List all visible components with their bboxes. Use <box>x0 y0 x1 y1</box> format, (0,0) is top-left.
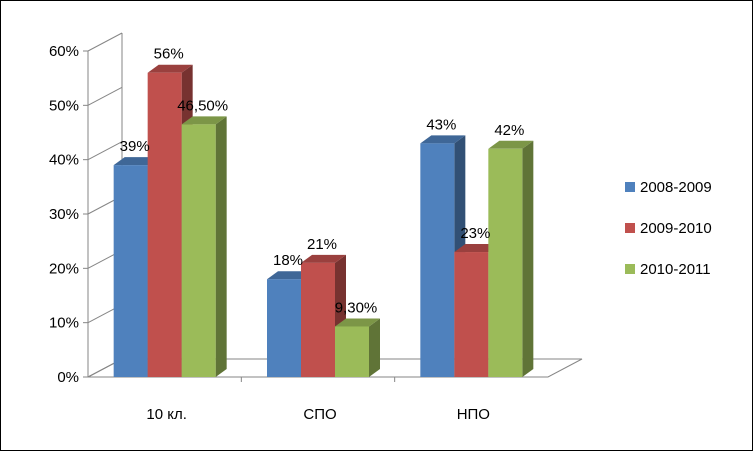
bar-2010-2011 <box>181 116 227 377</box>
legend-label: 2010-2011 <box>640 261 711 278</box>
bar-top <box>181 116 227 125</box>
bar-top <box>454 244 500 253</box>
bar-front <box>420 143 455 377</box>
y-tick-label: 0% <box>57 369 79 386</box>
bars <box>113 64 534 377</box>
bar-front <box>301 262 335 377</box>
bar-side <box>522 140 534 377</box>
data-label: 23% <box>460 225 490 242</box>
bar-top <box>113 157 159 166</box>
bar-2009-2010 <box>301 254 346 377</box>
bar-side <box>369 318 380 377</box>
y-tick-label: 20% <box>49 260 79 277</box>
bar-front <box>113 165 148 377</box>
legend-label: 2009-2010 <box>640 220 712 237</box>
bar-top <box>301 254 346 263</box>
bar-top <box>488 140 534 149</box>
data-label: 42% <box>494 122 524 139</box>
data-label: 9,30% <box>335 299 378 316</box>
y-tick-diagonal <box>87 86 123 106</box>
y-tick-label: 10% <box>49 315 79 332</box>
data-label: 43% <box>426 116 456 133</box>
legend-swatch <box>625 223 635 233</box>
y-tick-diagonal <box>87 141 123 161</box>
data-label: 46,50% <box>177 97 228 114</box>
bar-top <box>335 318 380 327</box>
data-label: 39% <box>120 138 150 155</box>
y-tick-label: 40% <box>49 152 79 169</box>
bar-top <box>147 64 193 73</box>
y-tick-label: 30% <box>49 206 79 223</box>
legend: 2008-2009 2009-2010 2010-2011 <box>625 179 712 278</box>
bar-top <box>420 135 466 144</box>
bar-front <box>488 148 523 377</box>
x-category-label: СПО <box>303 406 336 423</box>
y-tick-diagonal <box>87 32 123 52</box>
legend-label: 2008-2009 <box>640 179 712 196</box>
bar-2010-2011 <box>488 140 534 377</box>
x-category-label: 10 кл. <box>146 406 187 423</box>
bar-front <box>267 279 301 377</box>
axes: 0% 10% 20% 30% 40% 50% 60% 10 кл. СПО НПО <box>49 32 583 423</box>
bar-front <box>454 252 489 377</box>
data-labels: 39% 56% 46,50% 18%21% 9,30% 43% 23% 42% <box>120 46 525 317</box>
bar-side <box>215 116 227 377</box>
x-category-label: НПО <box>457 406 490 423</box>
bar-front <box>335 326 369 377</box>
bar-front <box>181 124 216 377</box>
data-label: 18% <box>273 252 303 269</box>
data-label: 56% <box>154 46 184 63</box>
data-label: 21% <box>307 236 337 253</box>
legend-swatch <box>625 182 635 192</box>
bar-front <box>147 72 182 377</box>
legend-swatch <box>625 264 635 274</box>
bar-top <box>267 271 312 280</box>
y-tick-label: 60% <box>49 43 79 60</box>
bar-2010-2011 <box>335 318 380 377</box>
y-tick-label: 50% <box>49 97 79 114</box>
